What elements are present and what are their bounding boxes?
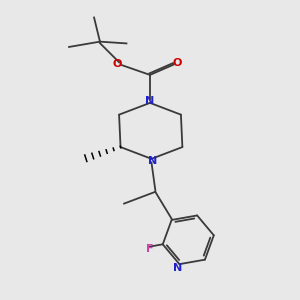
Text: N: N <box>148 156 158 166</box>
Text: F: F <box>146 244 154 254</box>
Text: O: O <box>173 58 182 68</box>
Text: N: N <box>173 263 183 273</box>
Text: N: N <box>146 95 154 106</box>
Text: O: O <box>112 59 122 69</box>
